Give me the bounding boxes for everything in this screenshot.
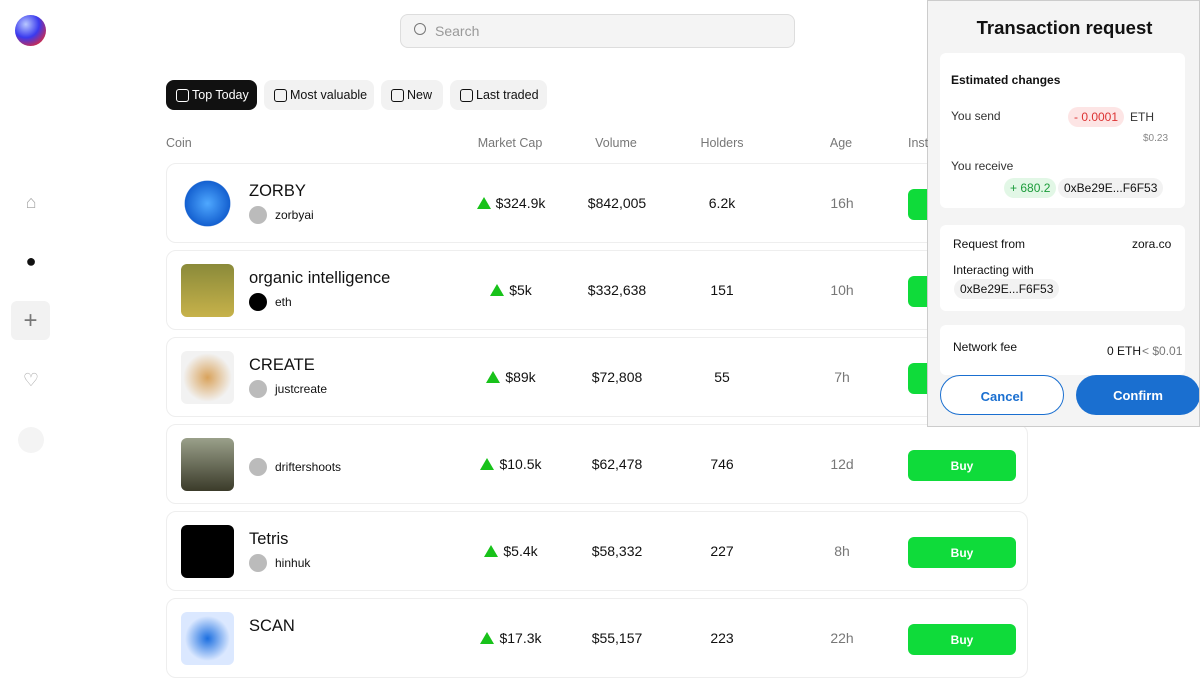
- explore-icon[interactable]: ●: [25, 250, 37, 271]
- label: Request from: [953, 237, 1026, 251]
- holders: 151: [710, 282, 734, 298]
- column-header: Inst: [908, 136, 929, 150]
- holders: 6.2k: [708, 195, 736, 211]
- changes-card: Estimated changes You send - 0.0001 ETH …: [940, 53, 1185, 208]
- market-cap: $17.3k: [456, 630, 566, 646]
- coin-image: [181, 177, 234, 230]
- coin-image: [181, 612, 234, 665]
- column-header: Holders: [700, 136, 744, 150]
- creator-avatar: [249, 206, 267, 224]
- origin: zora.co: [1132, 237, 1172, 251]
- market-cap: $5k: [456, 282, 566, 298]
- favorites-icon[interactable]: ♡: [22, 369, 40, 390]
- volume: $72,808: [591, 369, 643, 385]
- filter-tab[interactable]: Most valuable: [264, 80, 374, 110]
- volume: $842,005: [587, 195, 647, 211]
- coin-row[interactable]: organic intelligence eth $5k $332,638 151 10h: [166, 250, 1028, 330]
- column-header: Volume: [595, 136, 637, 150]
- coin-image: [181, 438, 234, 491]
- cancel-button[interactable]: Cancel: [940, 375, 1064, 415]
- creator-name: hinhuk: [275, 556, 311, 570]
- coin-name: CREATE: [249, 356, 315, 374]
- age: 16h: [830, 195, 854, 211]
- label: You send: [951, 109, 1001, 123]
- market-cap: $10.5k: [456, 456, 566, 472]
- fee-card: Network fee 0 ETH < $0.01: [940, 325, 1185, 375]
- label: Network fee: [953, 340, 1018, 354]
- age: 10h: [830, 282, 854, 298]
- column-header: Coin: [166, 136, 192, 150]
- usd: $0.23: [1143, 133, 1169, 144]
- label: You receive: [951, 159, 1014, 173]
- creator-avatar: [249, 554, 267, 572]
- send-amount: - 0.0001: [1068, 107, 1125, 127]
- fee-eth: 0 ETH: [1107, 344, 1142, 358]
- column-header: Age: [829, 136, 853, 150]
- coin-image: [181, 351, 234, 404]
- modal-title: Transaction request: [976, 17, 1153, 38]
- filter-tab[interactable]: Top Today: [166, 80, 257, 110]
- filter-tab[interactable]: New: [381, 80, 443, 110]
- token: 0xBe29E...F6F53: [1058, 178, 1164, 198]
- market-cap: $5.4k: [456, 543, 566, 559]
- age: 7h: [834, 369, 850, 385]
- logo[interactable]: [15, 15, 46, 46]
- coin-name: organic intelligence: [249, 269, 391, 287]
- coin-row[interactable]: ZORBY zorbyai $324.9k $842,005 6.2k 16h: [166, 163, 1028, 243]
- buy-button[interactable]: Buy: [908, 450, 1016, 481]
- label: Interacting with: [953, 263, 1034, 277]
- volume: $55,157: [591, 630, 643, 646]
- token: ETH: [1130, 110, 1154, 124]
- age: 12d: [830, 456, 854, 472]
- fee-usd: < $0.01: [1142, 344, 1183, 358]
- holders: 746: [710, 456, 734, 472]
- profile-icon[interactable]: [18, 427, 44, 453]
- coin-image: [181, 525, 234, 578]
- column-header: Market Cap: [477, 136, 543, 150]
- coin-image: [181, 264, 234, 317]
- filter-tab[interactable]: Last traded: [450, 80, 547, 110]
- volume: $58,332: [591, 543, 643, 559]
- coin-name: Tetris: [249, 530, 289, 548]
- home-icon[interactable]: ⌂: [25, 191, 37, 212]
- search-input[interactable]: Search: [400, 14, 795, 48]
- page: ⌂ ● + ♡ Search Top Today Most valuable New…: [0, 0, 1200, 640]
- create-icon[interactable]: +: [11, 301, 50, 340]
- creator-name: justcreate: [275, 382, 328, 396]
- volume: $332,638: [587, 282, 647, 298]
- creator-name: zorbyai: [275, 208, 314, 222]
- address: 0xBe29E...F6F53: [954, 279, 1060, 299]
- age: 8h: [834, 543, 850, 559]
- coin-row[interactable]: CREATE justcreate $89k $72,808 55 7h: [166, 337, 1028, 417]
- confirm-button[interactable]: Confirm: [1076, 375, 1199, 415]
- label: Estimated changes: [951, 73, 1061, 87]
- holders: 227: [710, 543, 734, 559]
- creator-name: eth: [275, 295, 292, 309]
- market-cap: $89k: [456, 369, 566, 385]
- holders: 223: [710, 630, 734, 646]
- coin-row[interactable]: SCAN $17.3k $55,157 223 22h Buy: [166, 598, 1028, 678]
- creator-avatar: [249, 293, 267, 311]
- volume: $62,478: [591, 456, 643, 472]
- buy-button[interactable]: Buy: [908, 537, 1016, 568]
- age: 22h: [830, 630, 854, 646]
- coin-name: SCAN: [249, 617, 295, 635]
- request-card: Request from zora.co Interacting with 0x…: [940, 225, 1185, 311]
- creator-avatar: [249, 458, 267, 476]
- coin-row[interactable]: driftershoots $10.5k $62,478 746 12d Buy: [166, 424, 1028, 504]
- market-cap: $324.9k: [456, 195, 566, 211]
- coin-name: ZORBY: [249, 182, 306, 200]
- creator-avatar: [249, 380, 267, 398]
- holders: 55: [714, 369, 730, 385]
- creator-name: driftershoots: [275, 460, 342, 474]
- transaction-modal: Transaction request Estimated changes Yo…: [927, 0, 1200, 427]
- search-icon: [414, 23, 426, 35]
- receive-amount: + 680.2: [1004, 178, 1057, 198]
- coin-row[interactable]: Tetris hinhuk $5.4k $58,332 227 8h Buy: [166, 511, 1028, 591]
